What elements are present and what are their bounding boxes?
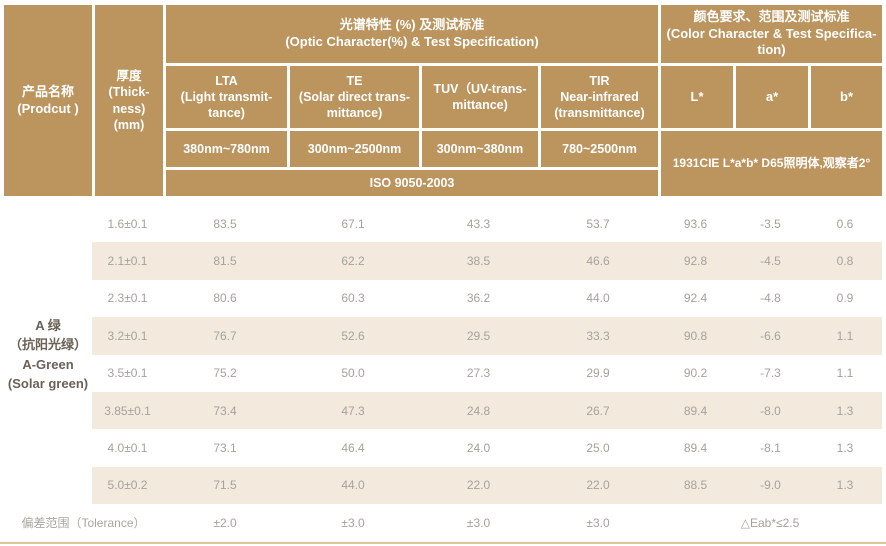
- te-value: 62.2: [287, 242, 419, 280]
- tuv-value: 29.5: [419, 317, 538, 355]
- header-product-name: 产品名称 (Prodcut ): [4, 5, 92, 196]
- tolerance-eab: △Eab*≤2.5: [658, 504, 882, 542]
- thickness-cell: 5.0±0.2: [92, 466, 163, 505]
- tolerance-label: 偏差范围（Tolerance）: [4, 504, 163, 542]
- te-value: 44.0: [287, 466, 419, 505]
- l-value: 93.6: [658, 205, 733, 243]
- header-thickness: 厚度 (Thick- ness) (mm): [95, 5, 163, 196]
- l-value: 90.8: [658, 317, 733, 355]
- b-value: 0.6: [808, 205, 882, 243]
- tuv-value: 38.5: [419, 242, 538, 280]
- a-value: -9.0: [733, 466, 808, 505]
- lta-value: 80.6: [163, 279, 287, 318]
- te-value: 60.3: [287, 279, 419, 318]
- thickness-cell: 3.2±0.1: [92, 317, 163, 355]
- a-value: -4.8: [733, 279, 808, 318]
- a-value: -7.3: [733, 354, 808, 392]
- tir-value: 22.0: [538, 466, 658, 505]
- b-value: 0.9: [808, 279, 882, 318]
- l-value: 92.8: [658, 242, 733, 280]
- lta-value: 76.7: [163, 317, 287, 355]
- l-value: 88.5: [658, 466, 733, 505]
- header-tir-range: 780~2500nm: [541, 131, 658, 167]
- a-value: -3.5: [733, 205, 808, 243]
- tuv-value: 24.8: [419, 391, 538, 430]
- tolerance-lta: ±2.0: [163, 504, 287, 542]
- te-value: 50.0: [287, 354, 419, 392]
- te-value: 67.1: [287, 205, 419, 243]
- header-cie-standard: 1931CIE L*a*b* D65照明体,观察者2°: [661, 131, 882, 196]
- thickness-cell: 3.5±0.1: [92, 354, 163, 392]
- tuv-value: 36.2: [419, 279, 538, 318]
- l-value: 92.4: [658, 279, 733, 318]
- a-value: -8.0: [733, 391, 808, 430]
- lta-value: 83.5: [163, 205, 287, 243]
- thickness-cell: 4.0±0.1: [92, 429, 163, 467]
- tuv-value: 43.3: [419, 205, 538, 243]
- tir-value: 25.0: [538, 429, 658, 467]
- header-lta-range: 380nm~780nm: [166, 131, 287, 167]
- tir-value: 53.7: [538, 205, 658, 243]
- a-value: -4.5: [733, 242, 808, 280]
- tir-value: 46.6: [538, 242, 658, 280]
- thickness-cell: 2.1±0.1: [92, 242, 163, 280]
- tuv-value: 22.0: [419, 466, 538, 505]
- header-lta: LTA (Light transmit- tance): [166, 66, 287, 128]
- header-optic-section: 光谱特性 (%) 及测试标准 (Optic Character(%) & Tes…: [166, 5, 658, 63]
- lta-value: 73.1: [163, 429, 287, 467]
- tir-value: 29.9: [538, 354, 658, 392]
- lta-value: 81.5: [163, 242, 287, 280]
- header-te-range: 300nm~2500nm: [290, 131, 419, 167]
- b-value: 1.3: [808, 429, 882, 467]
- table-header: 产品名称 (Prodcut ) 厚度 (Thick- ness) (mm) 光谱…: [4, 5, 882, 196]
- lta-value: 73.4: [163, 391, 287, 430]
- b-value: 0.8: [808, 242, 882, 280]
- header-te: TE (Solar direct trans- mittance): [290, 66, 419, 128]
- table-body: A 绿 （抗阳光绿） A-Green (Solar green) 1.6±0.1…: [4, 205, 882, 542]
- header-color-section: 颜色要求、范围及测试标准 (Color Character & Test Spe…: [661, 5, 882, 63]
- b-value: 1.1: [808, 317, 882, 355]
- te-value: 52.6: [287, 317, 419, 355]
- tir-value: 26.7: [538, 391, 658, 430]
- tuv-value: 24.0: [419, 429, 538, 467]
- a-value: -6.6: [733, 317, 808, 355]
- b-value: 1.3: [808, 466, 882, 505]
- header-iso-standard: ISO 9050-2003: [166, 170, 658, 196]
- thickness-cell: 1.6±0.1: [92, 205, 163, 243]
- bottom-divider: [0, 541, 886, 544]
- tolerance-tir: ±3.0: [538, 504, 658, 542]
- l-value: 90.2: [658, 354, 733, 392]
- tolerance-te: ±3.0: [287, 504, 419, 542]
- lta-value: 75.2: [163, 354, 287, 392]
- tir-value: 33.3: [538, 317, 658, 355]
- l-value: 89.4: [658, 429, 733, 467]
- header-tir: TIR Near-infrared (transmittance): [541, 66, 658, 128]
- te-value: 46.4: [287, 429, 419, 467]
- a-value: -8.1: [733, 429, 808, 467]
- tuv-value: 27.3: [419, 354, 538, 392]
- b-value: 1.3: [808, 391, 882, 430]
- product-name: A 绿 （抗阳光绿） A-Green (Solar green): [4, 205, 92, 505]
- header-b-star: b*: [811, 66, 882, 128]
- header-tuv: TUV（UV-trans- mittance): [422, 66, 538, 128]
- header-a-star: a*: [736, 66, 808, 128]
- header-tuv-range: 300nm~380nm: [422, 131, 538, 167]
- header-l-star: L*: [661, 66, 733, 128]
- lta-value: 71.5: [163, 466, 287, 505]
- l-value: 89.4: [658, 391, 733, 430]
- b-value: 1.1: [808, 354, 882, 392]
- tolerance-tuv: ±3.0: [419, 504, 538, 542]
- te-value: 47.3: [287, 391, 419, 430]
- thickness-cell: 3.85±0.1: [92, 391, 163, 430]
- tir-value: 44.0: [538, 279, 658, 318]
- thickness-cell: 2.3±0.1: [92, 279, 163, 318]
